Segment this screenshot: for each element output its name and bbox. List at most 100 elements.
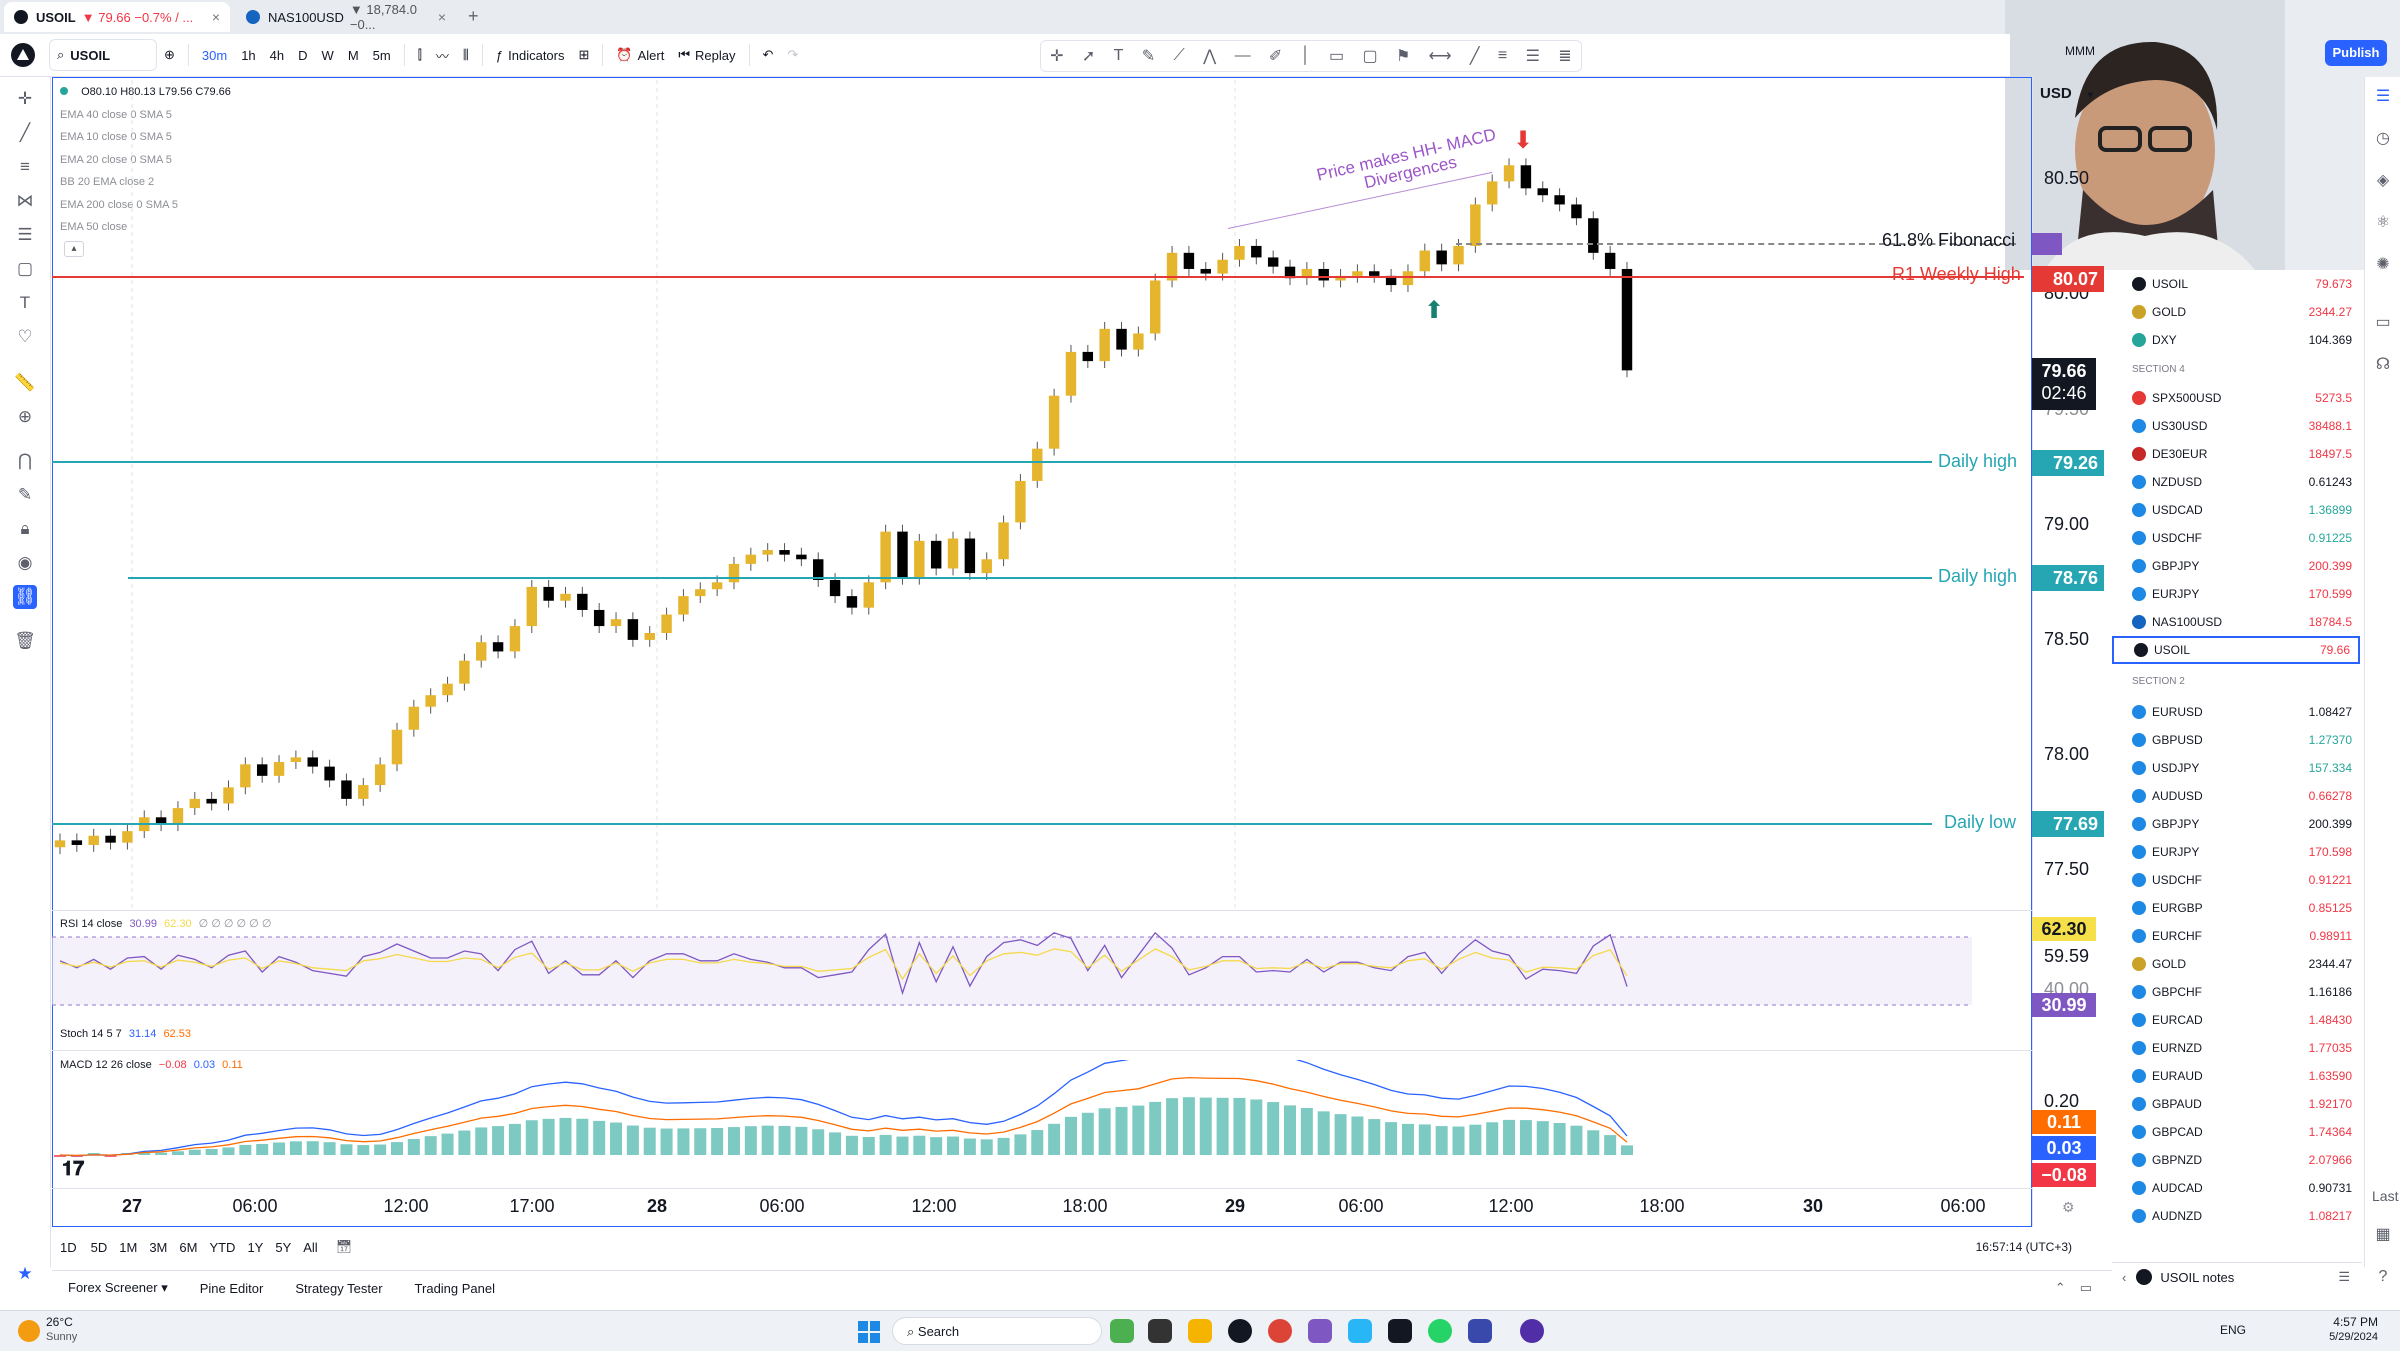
trash-icon[interactable]: 🗑︎ [14, 631, 36, 650]
watchlist-row[interactable]: USDCHF 0.91225 [2112, 524, 2360, 552]
indicators-button[interactable]: ƒ Indicators [489, 40, 572, 70]
study-ema200[interactable]: EMA 200 close 0 SMA 5 [60, 199, 179, 211]
eye-icon[interactable]: ◉ [17, 553, 33, 572]
watchlist-row[interactable]: EURGBP 0.85125 [2112, 894, 2360, 922]
watchlist-row[interactable]: NAS100USD 18784.5 [2112, 608, 2360, 636]
interval-w[interactable]: W [321, 47, 334, 63]
watchlist-row[interactable]: EURJPY 170.598 [2112, 838, 2360, 866]
path-icon[interactable]: ⟋ [1173, 47, 1185, 64]
section-header[interactable]: SECTION 4 [2132, 364, 2185, 375]
crosshair-icon[interactable]: ✛ [1050, 48, 1064, 65]
app-icon[interactable] [1228, 1319, 1252, 1343]
panel-strategy-tester[interactable]: Strategy Tester [295, 1280, 383, 1296]
range-6m[interactable]: 6M [179, 1239, 198, 1255]
compare-button[interactable]: ⊕ [157, 40, 182, 70]
panel-trading-panel[interactable]: Trading Panel [414, 1280, 496, 1296]
app-icon[interactable] [1520, 1319, 1544, 1343]
line-style-button[interactable]: 〰 [429, 40, 456, 70]
range-3m[interactable]: 3M [149, 1239, 168, 1255]
ideas-icon[interactable]: ⚛ [2375, 214, 2391, 231]
telegram-icon[interactable] [1348, 1319, 1372, 1343]
brush-icon[interactable]: ✎ [1141, 48, 1156, 65]
fib-retracement-icon[interactable]: ☰ [17, 225, 33, 244]
fib-icon[interactable]: ≡ [1497, 47, 1508, 64]
publish-button[interactable]: Publish [2325, 40, 2387, 66]
watchlist-row[interactable]: EURAUD 1.63590 [2112, 1062, 2360, 1090]
taskbar-time[interactable]: 4:57 PM [2333, 1315, 2378, 1329]
collapse-legend-button[interactable]: ▴ [64, 241, 84, 257]
watchlist-row[interactable]: SPX500USD 5273.5 [2112, 384, 2360, 412]
headset-icon[interactable]: ☊ [2375, 356, 2391, 373]
folder-icon[interactable] [1188, 1319, 1212, 1343]
watchlist-row[interactable]: GBPUSD 1.27370 [2112, 726, 2360, 754]
chart-type-button[interactable]: ⫼ [456, 40, 476, 70]
alert-button[interactable]: ⏰ Alert [609, 40, 671, 70]
pane-divider[interactable] [52, 910, 2032, 911]
watchlist-row[interactable]: US30USD 38488.1 [2112, 412, 2360, 440]
app-icon[interactable] [1110, 1319, 1134, 1343]
calendar-icon[interactable]: 📅︎ [335, 1239, 353, 1254]
redo-button[interactable]: ↷ [780, 40, 805, 70]
watchlist-row[interactable]: AUDUSD 0.66278 [2112, 782, 2360, 810]
watchlist-row[interactable]: DXY 104.369 [2112, 326, 2360, 354]
interval-m[interactable]: M [347, 47, 359, 63]
calendar-icon[interactable]: ▦ [2375, 1226, 2391, 1243]
watchlist-row[interactable]: GOLD 2344.47 [2112, 950, 2360, 978]
watchlist-row[interactable]: USDCAD 1.36899 [2112, 496, 2360, 524]
settings-lines-icon[interactable]: ☰ [1525, 48, 1540, 65]
zoom-icon[interactable]: ⊕ [17, 407, 33, 426]
undo-button[interactable]: ↶ [756, 40, 781, 70]
trendline-icon[interactable]: ╱ [1469, 48, 1480, 65]
close-icon[interactable]: × [211, 9, 220, 25]
stay-drawing-icon[interactable]: ✎ [17, 485, 33, 504]
watchlist-icon[interactable]: ☰ [2375, 88, 2391, 105]
new-tab-button[interactable]: + [468, 6, 479, 26]
macd-legend[interactable]: MACD 12 26 close −0.08 0.03 0.11 [60, 1059, 243, 1071]
watchlist-row[interactable]: USOIL 79.66 [2112, 636, 2360, 664]
currency-selector[interactable]: USD ▾ [2036, 82, 2108, 106]
watchlist-row[interactable]: GBPCAD 1.74364 [2112, 1118, 2360, 1146]
bars-style-button[interactable]: ⫿ [411, 40, 429, 70]
vertical-line-icon[interactable]: │ [1300, 47, 1311, 64]
notes-bar[interactable]: ‹ USOIL notes ☰ [2112, 1262, 2362, 1291]
watchlist-row[interactable]: EURCAD 1.48430 [2112, 1006, 2360, 1034]
horizontal-ray-icon[interactable]: — [1234, 47, 1251, 64]
clock-icon[interactable]: ◷ [2376, 130, 2390, 147]
interval-d[interactable]: D [298, 47, 308, 63]
chart-pane[interactable] [52, 77, 2032, 1227]
callout-icon[interactable]: ▢ [1362, 48, 1378, 65]
watchlist-row[interactable]: GBPNZD 2.07966 [2112, 1146, 2360, 1174]
ruler-icon[interactable]: 📏 [14, 373, 36, 392]
hline-icon[interactable]: ≡ [20, 157, 30, 176]
study-ema40[interactable]: EMA 40 close 0 SMA 5 [60, 109, 172, 121]
browser-tab-usoil[interactable]: USOIL ▼ 79.66 −0.7% / ... × [4, 2, 230, 32]
taskbar-search[interactable]: ⌕ Search [892, 1317, 1102, 1345]
study-ema20[interactable]: EMA 20 close 0 SMA 5 [60, 154, 172, 166]
browser-tab-nas100usd[interactable]: NAS100USD ▼ 18,784.0 −0... × [236, 2, 456, 32]
range-1m[interactable]: 1M [119, 1239, 138, 1255]
interval-5m[interactable]: 5m [372, 47, 391, 63]
magnet-icon[interactable]: ⋂ [18, 451, 32, 470]
watchlist-row[interactable]: USDCHF 0.91221 [2112, 866, 2360, 894]
app-icon[interactable] [1468, 1319, 1492, 1343]
replay-button[interactable]: ⏮ Replay [671, 40, 742, 70]
range-1y[interactable]: 1Y [247, 1239, 264, 1255]
lock-icon[interactable]: 🔒︎ [20, 519, 30, 538]
measure-icon[interactable]: ⟷ [1428, 48, 1452, 65]
auto-scale-icon[interactable]: ⚙ [2062, 1199, 2075, 1215]
list-icon[interactable]: ☰ [2338, 1269, 2350, 1284]
watchlist-row[interactable]: EURNZD 1.77035 [2112, 1034, 2360, 1062]
chrome-icon[interactable] [1268, 1319, 1292, 1343]
watchlist-row[interactable]: DE30EUR 18497.5 [2112, 440, 2360, 468]
study-bb[interactable]: BB 20 EMA close 2 [60, 176, 155, 188]
watchlist-row[interactable]: EURJPY 170.599 [2112, 580, 2360, 608]
shapes-icon[interactable]: ▢ [16, 259, 34, 278]
watchlist-row[interactable]: GBPJPY 200.399 [2112, 552, 2360, 580]
utc-clock[interactable]: 16:57:14 (UTC+3) [1975, 1240, 2072, 1254]
range-5y[interactable]: 5Y [275, 1239, 292, 1255]
text-tool-icon[interactable]: T [19, 293, 31, 312]
app-icon[interactable] [1308, 1319, 1332, 1343]
range-1d[interactable]: 1D [60, 1239, 77, 1255]
whatsapp-icon[interactable] [1428, 1319, 1452, 1343]
watchlist-row[interactable]: AUDCAD 0.90731 [2112, 1174, 2360, 1202]
